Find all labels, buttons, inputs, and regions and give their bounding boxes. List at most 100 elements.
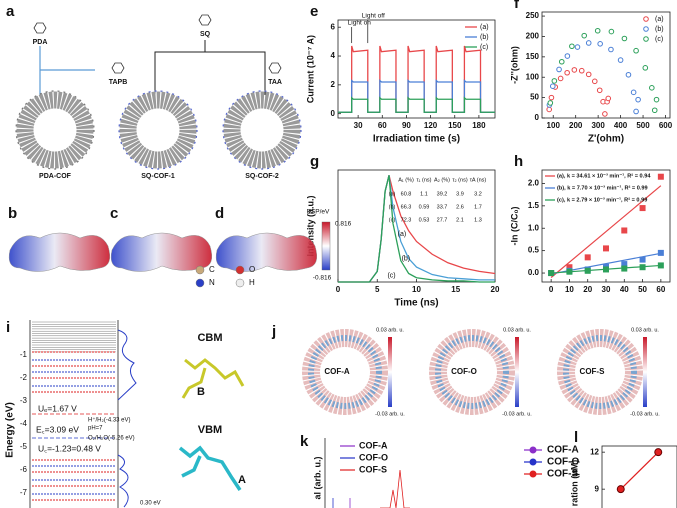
table-cell: 60.8 xyxy=(401,191,412,197)
x-axis-label: Irradiation time (s) xyxy=(373,134,460,145)
atom-swatch xyxy=(235,278,245,288)
dos-curve xyxy=(117,329,137,508)
point xyxy=(633,108,639,115)
ring-label: COF-O xyxy=(451,367,477,376)
panel-label: d xyxy=(215,205,224,222)
point xyxy=(584,254,591,261)
energy-tick-label: -3 xyxy=(20,396,28,405)
x-tick-label: 10 xyxy=(412,285,421,294)
point xyxy=(566,268,573,275)
legend-marker xyxy=(643,26,649,32)
point xyxy=(603,266,609,273)
point xyxy=(649,85,655,91)
y-tick-label: 2.0 xyxy=(528,179,540,188)
charge-ring-inner xyxy=(435,335,509,409)
legend-marker xyxy=(643,36,649,42)
monomer-label: TAA xyxy=(268,79,282,86)
table-cell: 27.7 xyxy=(437,217,448,223)
point xyxy=(557,75,564,82)
table-cell: 39.2 xyxy=(437,191,448,197)
x-tick-label: 0 xyxy=(336,285,341,294)
curve-label: (c) xyxy=(387,272,395,279)
table-cell: 3.2 xyxy=(474,191,482,197)
point xyxy=(591,78,598,85)
molecule xyxy=(33,22,47,34)
y-tick-label: 9 xyxy=(595,484,600,493)
point xyxy=(578,67,585,74)
y-tick-label: 100 xyxy=(526,72,540,81)
point xyxy=(633,47,639,54)
table-cell: 72.3 xyxy=(401,217,412,223)
x-tick-label: 5 xyxy=(375,285,380,294)
legend-label: (b) xyxy=(480,34,489,41)
panel-label: a xyxy=(6,3,15,20)
x-tick-label: 30 xyxy=(602,285,611,294)
y-axis-label: Current (10⁻⁷ A) xyxy=(305,35,315,103)
legend-label: (a) xyxy=(655,16,664,23)
x-tick-label: 300 xyxy=(591,121,605,130)
legend-label: (a) xyxy=(480,24,489,31)
legend-label: COF-O xyxy=(547,457,579,468)
cof-ring xyxy=(119,91,197,169)
energy-tick-label: -1 xyxy=(20,350,28,359)
atom-label: N xyxy=(209,278,215,287)
table-cell: 0.53 xyxy=(419,217,430,223)
atom-label: C xyxy=(209,265,215,274)
x-axis-label: Time (ns) xyxy=(394,298,438,309)
atom-label: H xyxy=(249,278,255,287)
point xyxy=(558,58,565,65)
colorbar-title: ESP/eV xyxy=(307,209,330,216)
x-tick-label: 120 xyxy=(424,121,438,130)
atom-swatch xyxy=(195,278,205,288)
table-cell: (c) xyxy=(389,217,396,223)
scale-max: 0.03 arb. u. xyxy=(503,327,531,333)
y-tick-label: 12 xyxy=(590,447,599,456)
band-note: E꜀=3.09 eV xyxy=(36,424,79,434)
cof-ring-edge xyxy=(118,90,198,170)
y-tick-label: 0 xyxy=(535,113,540,122)
molecule xyxy=(198,14,212,26)
energy-tick-label: -7 xyxy=(20,488,28,497)
legend-label: (c) xyxy=(480,44,488,51)
y-tick-label: 200 xyxy=(526,32,540,41)
band-note: pH=7 xyxy=(88,426,103,432)
curve-label: (b) xyxy=(402,255,411,262)
table-header: τ₁ (ns) xyxy=(416,177,431,183)
table-cell: 33.7 xyxy=(437,204,448,210)
point xyxy=(621,265,628,272)
atom-swatch xyxy=(195,265,205,275)
panel-label: k xyxy=(300,433,309,450)
charge-ring-inner xyxy=(563,335,637,409)
band-note: H⁺/H₂(-4.33 eV) xyxy=(88,417,131,424)
atom-label: O xyxy=(249,265,255,274)
series-line xyxy=(620,451,659,490)
panel-label: e xyxy=(310,3,318,20)
point xyxy=(621,227,628,234)
x-tick-label: 60 xyxy=(656,285,665,294)
point xyxy=(584,267,591,274)
product-label: PDA-COF xyxy=(39,173,72,180)
molecule xyxy=(268,62,282,74)
point xyxy=(585,71,592,78)
point xyxy=(616,485,625,494)
point xyxy=(548,94,555,101)
legend-label: (a), k = 34.61 × 10⁻³ min⁻¹, R² = 0.94 xyxy=(557,172,651,179)
point xyxy=(597,41,603,47)
point xyxy=(574,44,581,50)
esp-surface xyxy=(215,232,317,272)
legend-marker xyxy=(643,16,649,22)
legend-label: COF-A xyxy=(547,445,579,456)
esp-surface xyxy=(8,232,110,272)
y-tick-label: 2 xyxy=(331,80,336,89)
point xyxy=(602,111,608,117)
x-tick-label: 50 xyxy=(638,285,647,294)
x-tick-label: 400 xyxy=(614,121,628,130)
y-tick-label: 50 xyxy=(530,93,539,102)
point xyxy=(651,107,658,114)
point xyxy=(657,262,664,269)
point xyxy=(608,46,614,53)
panel-label: l xyxy=(574,429,578,446)
point xyxy=(585,40,592,46)
point xyxy=(653,96,660,103)
point xyxy=(654,448,663,457)
